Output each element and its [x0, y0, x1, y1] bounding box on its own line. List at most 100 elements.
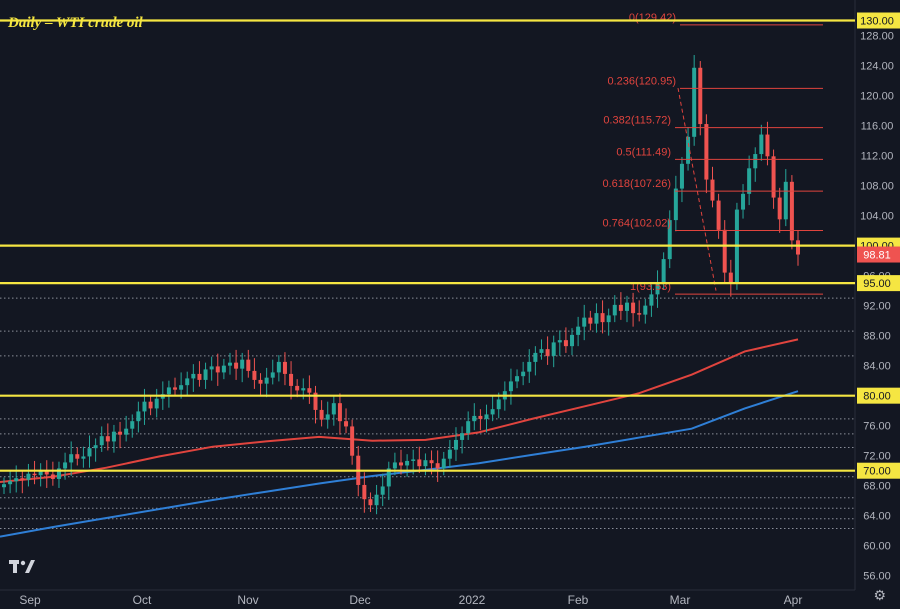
candle-body	[221, 365, 226, 373]
candle-body	[105, 436, 110, 442]
candle-body	[8, 481, 13, 485]
level-tag	[857, 462, 900, 479]
candle-body	[484, 414, 489, 419]
y-tick-label: 92.00	[863, 301, 891, 313]
level-tag-label: 130.00	[860, 16, 894, 28]
level-tag-label: 95.00	[863, 278, 891, 290]
candle-body	[460, 433, 465, 440]
candle-body	[600, 313, 605, 323]
candle-body	[496, 399, 501, 410]
candle-body	[594, 313, 599, 324]
candle-body	[313, 392, 318, 410]
candle-body	[765, 134, 770, 157]
level-tag	[857, 275, 900, 292]
moving-average-line	[0, 390, 799, 538]
candle-body	[319, 409, 324, 420]
candle-body	[264, 377, 269, 384]
candle-body	[771, 156, 776, 198]
y-tick-label: 64.00	[863, 511, 891, 523]
candle-body	[417, 459, 422, 467]
candle-body	[698, 67, 703, 125]
candle-body	[655, 283, 660, 295]
candle-body	[380, 486, 385, 495]
fib-trend-line	[677, 87, 717, 291]
candle-body	[453, 439, 458, 450]
x-tick-label: Nov	[237, 593, 258, 607]
candle-body	[557, 340, 562, 343]
candle-body	[136, 411, 141, 422]
candle-body	[56, 468, 61, 479]
candle-body	[472, 415, 477, 422]
candle-body	[753, 154, 758, 169]
candle-body	[14, 478, 19, 482]
candle-body	[527, 361, 532, 372]
candle-body	[759, 134, 764, 155]
candle-body	[227, 362, 232, 366]
candle-body	[588, 317, 593, 324]
candle-body	[331, 403, 336, 415]
candle-body	[789, 181, 794, 241]
candle-body	[38, 469, 43, 476]
candle-body	[783, 181, 788, 220]
candle-body	[246, 359, 251, 371]
candle-body	[325, 414, 330, 420]
candle-body	[466, 421, 471, 434]
moving-average-line	[0, 338, 799, 483]
candle-body	[111, 431, 116, 442]
candle-body	[386, 468, 391, 487]
x-tick-label: Oct	[133, 593, 152, 607]
level-tag	[857, 387, 900, 404]
candle-body	[173, 387, 178, 390]
candle-body	[545, 349, 550, 356]
candle-body	[777, 197, 782, 220]
chart-title: Daily – WTI crude oil	[8, 15, 143, 31]
candle-body	[69, 454, 74, 463]
fib-level-label: 0.618(107.26)	[603, 178, 672, 190]
candle-body	[81, 456, 86, 459]
candle-body	[142, 401, 147, 412]
candle-body	[612, 304, 617, 316]
candle-body	[521, 371, 526, 377]
candle-body	[295, 385, 300, 391]
tradingview-logo-icon[interactable]	[8, 557, 36, 577]
candle-body	[582, 317, 587, 327]
y-tick-label: 72.00	[863, 451, 891, 463]
last-price-label: 98.81	[863, 250, 891, 262]
candle-body	[679, 163, 684, 189]
y-tick-label: 68.00	[863, 481, 891, 493]
candle-body	[270, 372, 275, 378]
x-tick-label: Dec	[349, 593, 370, 607]
y-tick-label: 112.00	[861, 151, 894, 163]
candle-body	[191, 373, 196, 379]
candle-body	[692, 67, 697, 137]
candle-body	[374, 494, 379, 506]
candle-body	[661, 259, 666, 284]
gear-icon[interactable]: ⚙	[873, 587, 886, 603]
candle-body	[405, 460, 410, 466]
x-tick-label: Apr	[784, 593, 803, 607]
candle-body	[796, 240, 800, 255]
candle-body	[32, 473, 37, 476]
y-tick-label: 104.00	[860, 211, 894, 223]
candle-body	[747, 168, 752, 194]
candle-body	[99, 436, 104, 446]
candle-body	[166, 387, 171, 395]
candle-body	[276, 361, 281, 373]
candle-body	[368, 499, 373, 506]
last-price-tag	[857, 246, 900, 263]
y-tick-label: 56.00	[863, 571, 891, 583]
candle-body	[258, 379, 263, 384]
candle-body	[551, 342, 556, 356]
y-tick-label: 108.00	[860, 181, 894, 193]
candle-body	[301, 388, 306, 391]
candle-body	[539, 349, 544, 353]
y-tick-label: 116.00	[861, 121, 894, 133]
candle-body	[667, 220, 672, 260]
candle-body	[631, 302, 636, 314]
candle-body	[63, 462, 68, 469]
level-tag-label: 70.00	[863, 466, 891, 478]
candle-body	[478, 415, 483, 419]
y-tick-label: 120.00	[860, 91, 894, 103]
